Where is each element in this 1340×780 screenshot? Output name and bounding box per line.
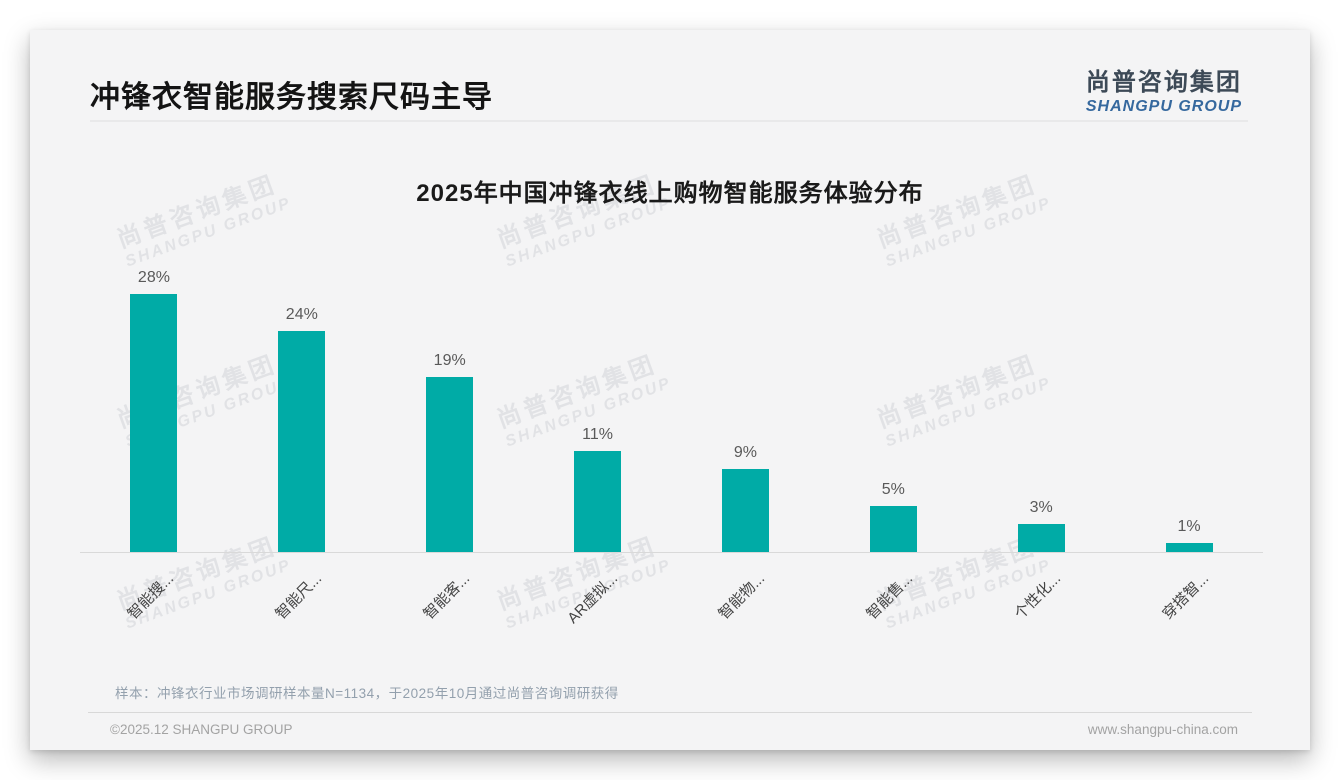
chart-title: 2025年中国冲锋衣线上购物智能服务体验分布 bbox=[416, 180, 924, 207]
bar[interactable] bbox=[574, 451, 622, 552]
value-label: 19% bbox=[433, 352, 466, 369]
plot-area: 28% 智能搜... 24% 智能尺... 19% 智能客... 11% AR虚拟... 9% 智… bbox=[80, 30, 1263, 627]
header-divider bbox=[90, 120, 1248, 122]
value-label: 11% bbox=[582, 426, 613, 443]
x-axis-label: 智能客... bbox=[420, 570, 473, 623]
value-label: 28% bbox=[137, 269, 170, 286]
footer-website: www.shangpu-china.com bbox=[1087, 722, 1238, 737]
x-axis-label: 智能搜... bbox=[124, 570, 178, 623]
bar[interactable] bbox=[130, 294, 178, 552]
value-label: 1% bbox=[1177, 518, 1201, 535]
company-logo: 尚普咨询集团 SHANGPU GROUP bbox=[1086, 62, 1242, 116]
footer-divider bbox=[88, 712, 1252, 713]
value-label: 24% bbox=[285, 306, 318, 323]
report-card: 尚普咨询集团 SHANGPU GROUP 尚普咨询集团 SHANGPU GROUP 尚普… bbox=[30, 30, 1310, 750]
value-label: 9% bbox=[733, 444, 757, 461]
x-axis-label: 智能尺... bbox=[272, 570, 325, 623]
value-label: 3% bbox=[1029, 499, 1053, 516]
x-axis-label: 穿搭智... bbox=[1159, 570, 1213, 623]
x-axis-label: 智能售... bbox=[863, 570, 917, 623]
x-axis-label: 智能物... bbox=[715, 570, 769, 623]
bar[interactable] bbox=[721, 469, 769, 552]
x-axis-label: 个性化... bbox=[1011, 570, 1065, 623]
bar[interactable] bbox=[426, 377, 474, 552]
bar[interactable] bbox=[278, 331, 326, 552]
logo-english-text: SHANGPU GROUP bbox=[1085, 98, 1242, 115]
value-label: 5% bbox=[881, 481, 905, 498]
bar[interactable] bbox=[869, 506, 917, 552]
bar[interactable] bbox=[1017, 524, 1065, 552]
x-axis-label: AR虚拟... bbox=[563, 570, 621, 627]
logo-chinese-text: 尚普咨询集团 bbox=[1085, 69, 1242, 96]
footer-copyright: ©2025.12 SHANGPU GROUP bbox=[110, 722, 293, 737]
bar[interactable] bbox=[1165, 543, 1213, 552]
page-title: 冲锋衣智能服务搜索尺码主导 bbox=[90, 81, 493, 114]
sample-note: 样本：冲锋衣行业市场调研样本量N=1134，于2025年10月通过尚普咨询调研获… bbox=[115, 686, 619, 701]
